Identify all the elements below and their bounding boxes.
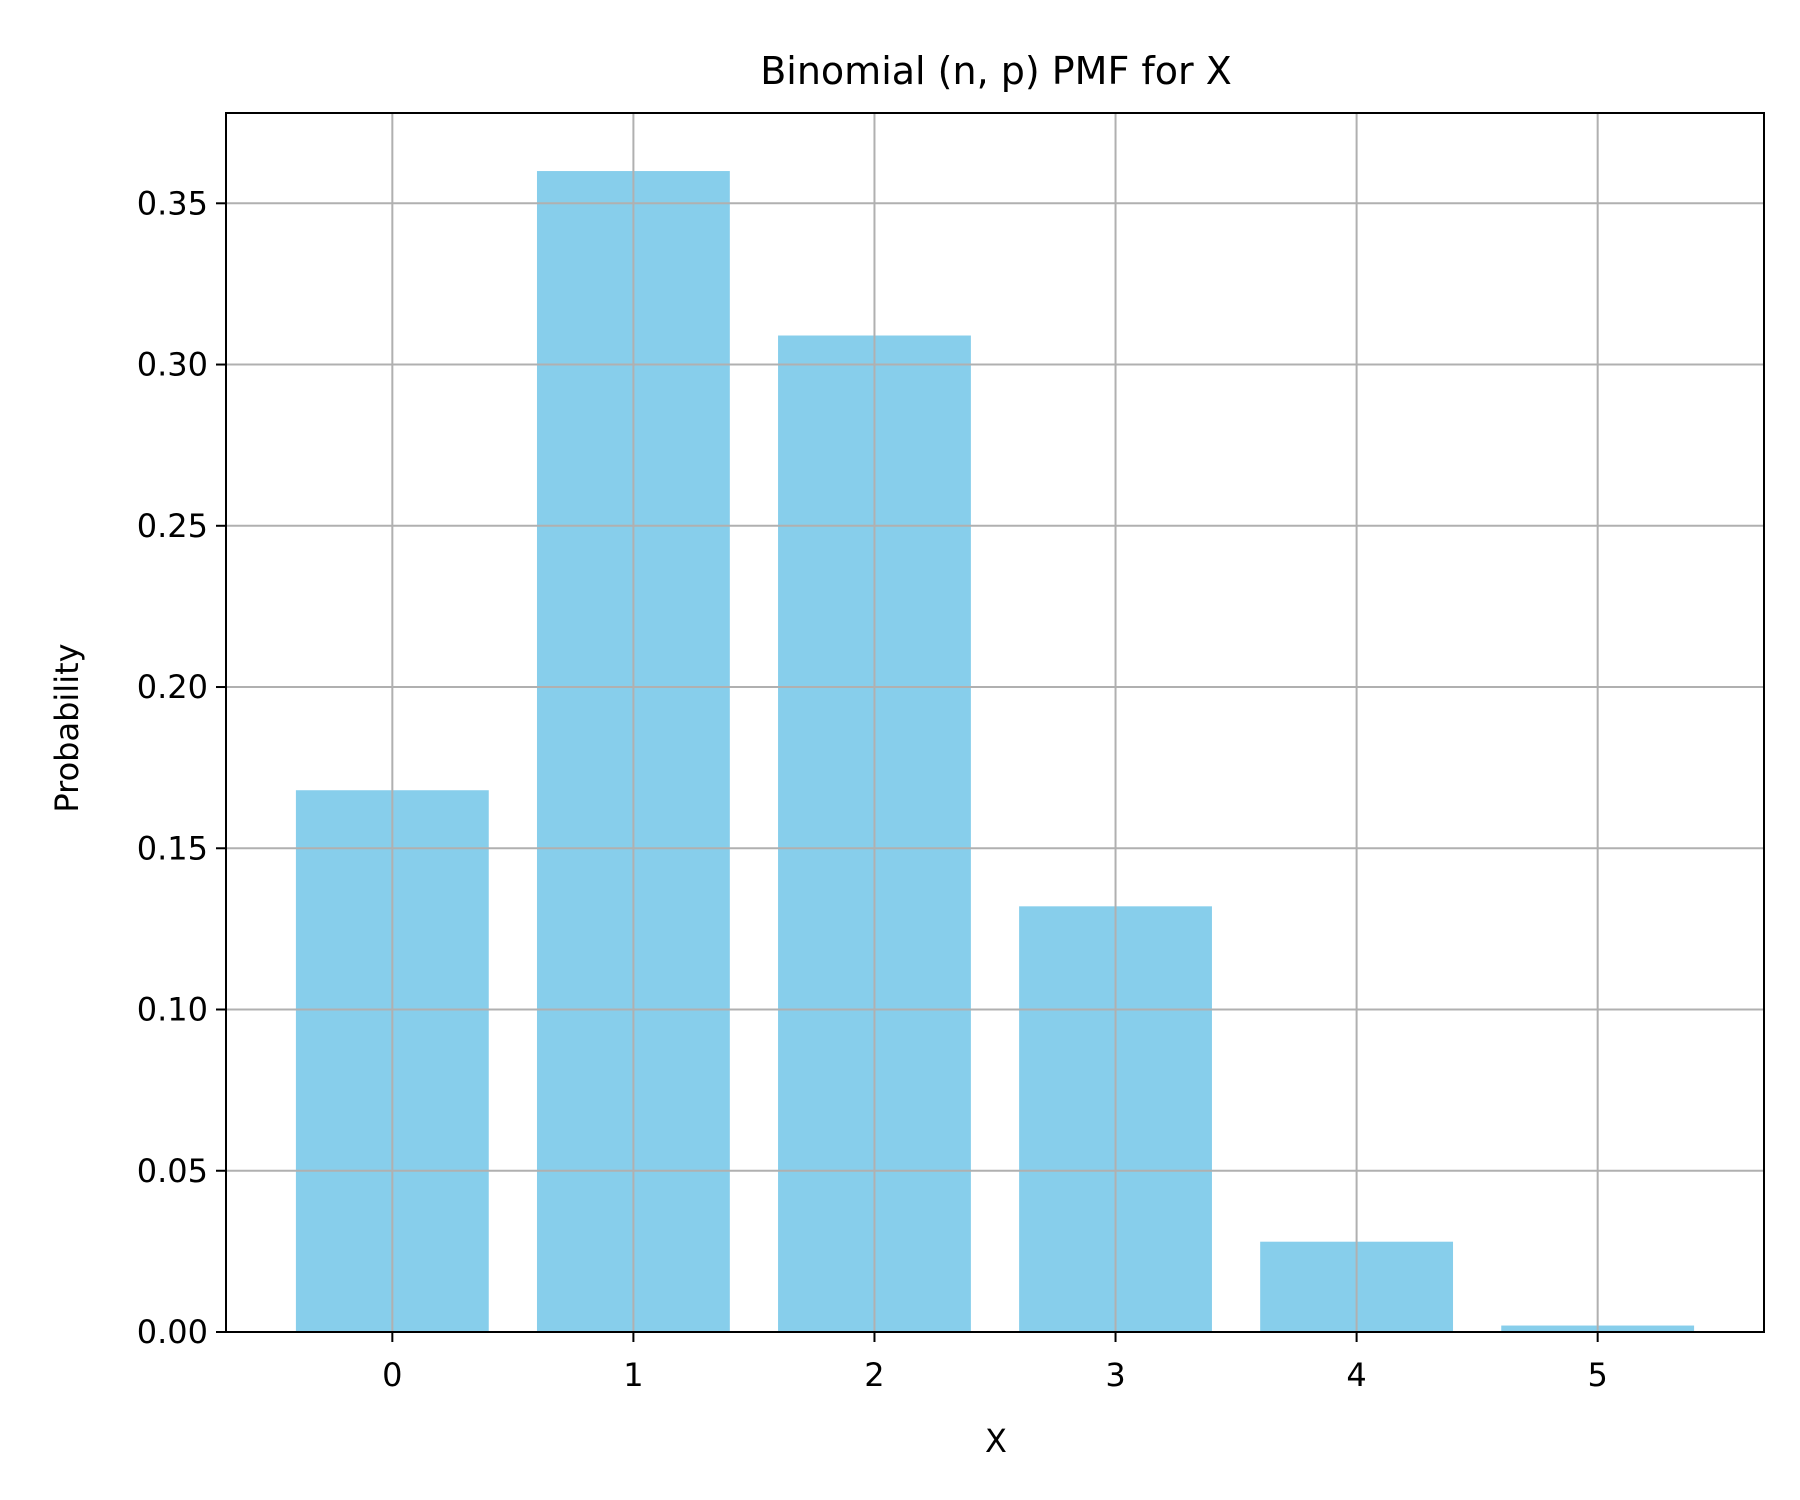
y-tick-label: 0.20 [137,668,208,706]
y-tick-label: 0.15 [137,829,208,867]
y-tick-label: 0.25 [137,507,208,545]
bars-layer [295,171,1695,1333]
y-tick-label: 0.10 [137,991,208,1029]
y-tick-label: 0.00 [137,1313,208,1351]
x-axis-label: X [985,1422,1007,1460]
x-tick-label: 1 [623,1356,643,1394]
chart-title: Binomial (n, p) PMF for X [760,49,1232,93]
x-tick-label: 4 [1346,1356,1366,1394]
x-tick-label: 3 [1105,1356,1125,1394]
y-tick-label: 0.30 [137,346,208,384]
grid-over-layer [226,113,1764,1333]
y-tick-label: 0.35 [137,184,208,222]
y-tick-label: 0.05 [137,1152,208,1190]
ticks-layer: 0.00 0.05 0.10 0.15 0.20 0.25 0.30 0.35 0 1 2 3 4 5 [137,184,1608,1394]
x-tick-label: 2 [864,1356,884,1394]
x-tick-label: 0 [382,1356,402,1394]
y-axis-label: Probability [48,643,86,812]
plot-frame [225,112,1765,1333]
x-tick-label: 5 [1587,1356,1607,1394]
